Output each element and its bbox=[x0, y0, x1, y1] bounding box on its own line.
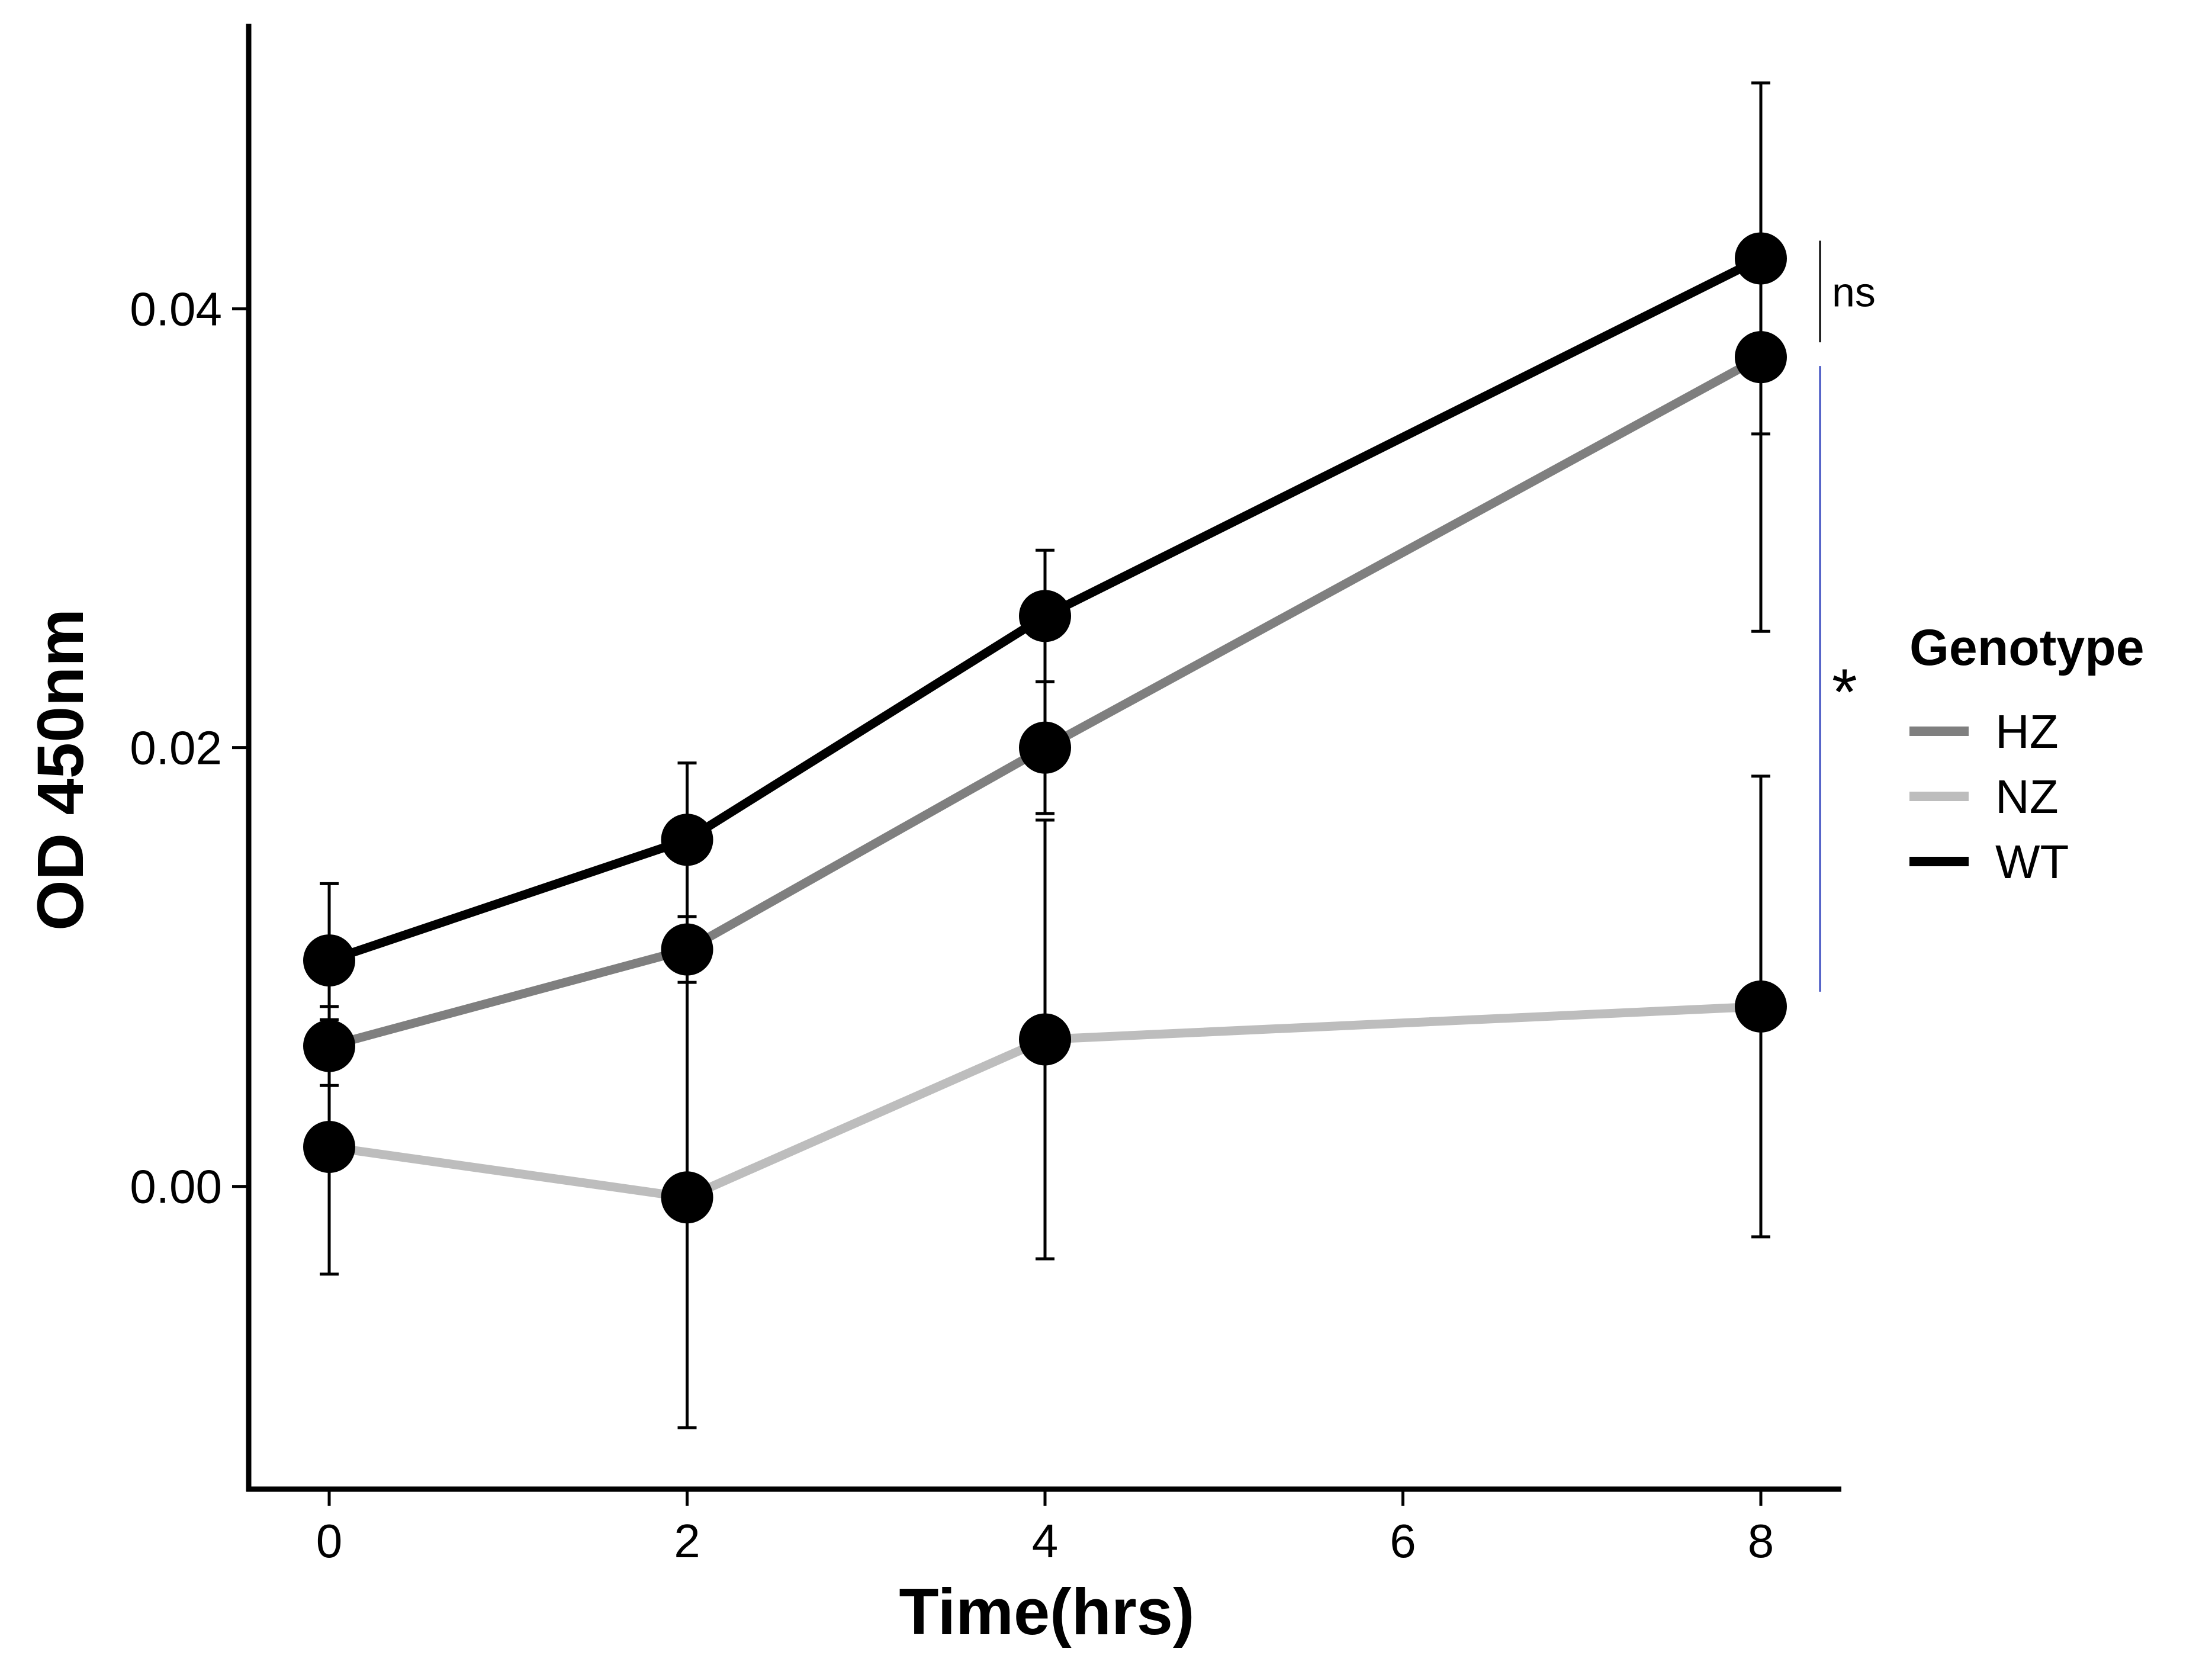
data-point-nz bbox=[661, 1171, 713, 1224]
x-tick-label: 4 bbox=[1032, 1515, 1059, 1567]
data-point-wt bbox=[1734, 232, 1787, 285]
significance-label: ns bbox=[1832, 269, 1876, 315]
data-point-wt bbox=[1019, 590, 1071, 642]
y-tick-label: 0.02 bbox=[130, 722, 222, 774]
y-axis-title: OD 450nm bbox=[24, 609, 97, 931]
data-point-hz bbox=[303, 1020, 356, 1072]
significance-annotations: ns * bbox=[1819, 240, 1876, 992]
y-tick-label: 0.00 bbox=[130, 1161, 222, 1213]
series-line-nz bbox=[328, 1002, 1761, 1202]
significance-label: * bbox=[1832, 656, 1857, 729]
data-point-wt bbox=[303, 934, 356, 987]
legend-label-hz: HZ bbox=[1995, 705, 2059, 758]
axes: 0 2 4 6 8 0.00 0.02 0.04 bbox=[130, 24, 1841, 1567]
x-tick-label: 0 bbox=[316, 1515, 343, 1567]
data-point-hz bbox=[1019, 721, 1071, 774]
data-point-nz bbox=[1734, 980, 1787, 1033]
legend-label-nz: NZ bbox=[1995, 770, 2059, 823]
x-tick-label: 2 bbox=[674, 1515, 700, 1567]
series-line-wt bbox=[327, 254, 1763, 965]
y-tick-label: 0.04 bbox=[130, 283, 222, 336]
x-tick-label: 8 bbox=[1748, 1515, 1774, 1567]
series-line-hz bbox=[328, 353, 1763, 1050]
data-point-wt bbox=[661, 814, 713, 866]
legend-label-wt: WT bbox=[1995, 835, 2069, 888]
data-point-hz bbox=[661, 923, 713, 976]
x-tick-label: 6 bbox=[1390, 1515, 1416, 1567]
data-point-nz bbox=[1019, 1013, 1071, 1066]
legend-title: Genotype bbox=[1909, 619, 2145, 676]
data-point-hz bbox=[1734, 331, 1787, 384]
data-points bbox=[303, 232, 1787, 1224]
x-axis-title: Time(hrs) bbox=[899, 1576, 1194, 1648]
legend: Genotype HZ NZ WT bbox=[1909, 619, 2145, 888]
series-lines bbox=[327, 254, 1763, 1202]
data-point-nz bbox=[303, 1121, 356, 1174]
